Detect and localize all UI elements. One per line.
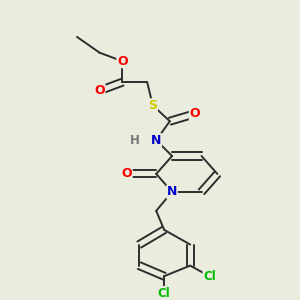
Text: N: N [151, 134, 161, 147]
Text: Cl: Cl [158, 286, 170, 299]
Text: O: O [94, 84, 105, 97]
Text: S: S [148, 99, 157, 112]
Text: H: H [130, 134, 140, 147]
Text: O: O [117, 55, 128, 68]
Text: O: O [122, 167, 132, 180]
Text: N: N [167, 185, 177, 198]
Text: Cl: Cl [203, 270, 216, 283]
Text: O: O [189, 107, 200, 120]
